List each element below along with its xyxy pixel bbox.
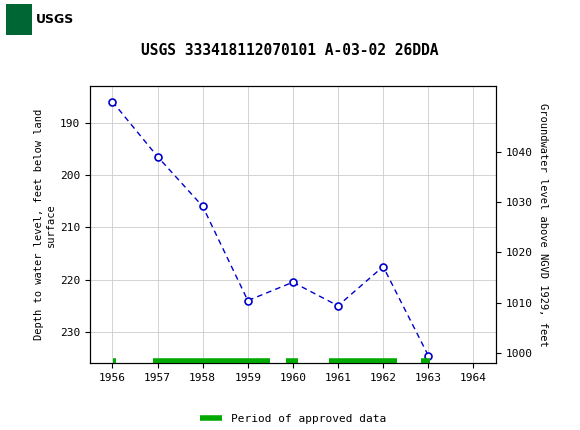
- FancyBboxPatch shape: [6, 4, 32, 35]
- Y-axis label: Groundwater level above NGVD 1929, feet: Groundwater level above NGVD 1929, feet: [538, 103, 548, 347]
- Text: USGS: USGS: [36, 13, 74, 26]
- FancyBboxPatch shape: [6, 4, 64, 35]
- Legend: Period of approved data: Period of approved data: [195, 410, 390, 429]
- Text: USGS 333418112070101 A-03-02 26DDA: USGS 333418112070101 A-03-02 26DDA: [142, 43, 438, 58]
- Y-axis label: Depth to water level, feet below land
surface: Depth to water level, feet below land su…: [34, 109, 56, 340]
